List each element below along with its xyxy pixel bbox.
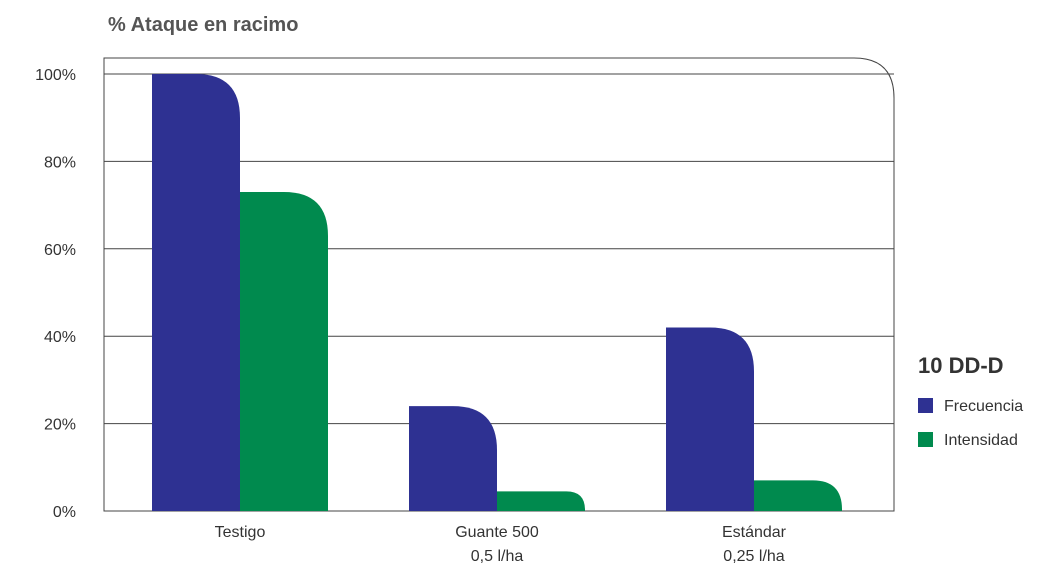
plot-border xyxy=(103,57,895,512)
y-tick-label: 40% xyxy=(44,329,76,346)
plot-frame xyxy=(103,57,895,512)
legend-label-frecuencia: Frecuencia xyxy=(944,398,1023,415)
legend-label-intensidad: Intensidad xyxy=(944,432,1018,449)
y-axis-ticks: 0% 20% 40% 60% 80% 100% xyxy=(35,67,76,521)
category-label: Testigo xyxy=(215,524,266,541)
legend-swatch-intensidad xyxy=(918,432,933,447)
legend-title: 10 DD-D xyxy=(918,353,1004,378)
bar-frecuencia-2 xyxy=(666,327,754,511)
y-tick-label: 100% xyxy=(35,67,76,84)
category-label: Guante 500 xyxy=(455,524,539,541)
bar-frecuencia-1 xyxy=(409,406,497,511)
legend-swatch-frecuencia xyxy=(918,398,933,413)
bar-frecuencia-0 xyxy=(152,74,240,511)
legend: 10 DD-D Frecuencia Intensidad xyxy=(918,353,1023,449)
y-tick-label: 60% xyxy=(44,242,76,259)
bar-intensidad-2 xyxy=(754,480,842,511)
bar-intensidad-0 xyxy=(240,191,328,512)
category-label: Estándar xyxy=(722,524,787,541)
y-tick-label: 0% xyxy=(53,504,76,521)
bars xyxy=(152,74,842,512)
y-tick-label: 80% xyxy=(44,154,76,171)
category-label: 0,25 l/ha xyxy=(723,548,784,565)
category-label: 0,5 l/ha xyxy=(471,548,524,565)
y-tick-label: 20% xyxy=(44,417,76,434)
x-axis-categories: Testigo Guante 500 0,5 l/ha Estándar 0,25 l/… xyxy=(215,524,787,565)
bar-intensidad-1 xyxy=(497,491,585,511)
chart-title: % Ataque en racimo xyxy=(108,14,298,36)
